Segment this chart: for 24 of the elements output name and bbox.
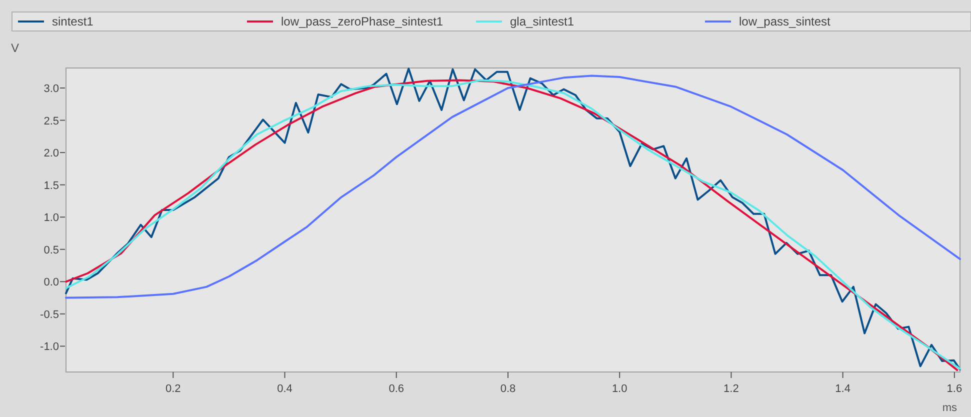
- legend-label: sintest1: [52, 14, 94, 28]
- x-tick-label: 1.2: [724, 383, 739, 395]
- x-axis-title: ms: [942, 402, 958, 414]
- y-tick-label: 3.0: [44, 83, 59, 96]
- legend-label: low_pass_sintest: [739, 14, 832, 28]
- y-axis-title: V: [11, 41, 20, 55]
- x-tick-label: 1.0: [612, 383, 628, 395]
- y-tick-label: -0.5: [40, 308, 59, 321]
- y-tick-label: 1.0: [44, 212, 59, 224]
- legend-label: gla_sintest1: [510, 14, 574, 28]
- x-tick-label: 1.4: [835, 383, 850, 395]
- y-tick-label: 1.5: [44, 180, 59, 192]
- x-tick-label: 0.4: [277, 383, 292, 395]
- y-tick-label: 2.0: [44, 148, 59, 160]
- x-tick-label: 0.2: [166, 383, 181, 395]
- y-tick-label: 0.0: [44, 276, 59, 289]
- y-tick-label: 0.5: [44, 244, 59, 256]
- y-tick-label: -1.0: [40, 341, 59, 354]
- x-tick-label: 0.8: [500, 383, 516, 395]
- x-tick-label: 1.6: [946, 383, 962, 395]
- line-series: [65, 74, 961, 299]
- legend-label: low_pass_zeroPhase_sintest1: [281, 14, 444, 28]
- y-tick-label: 2.5: [44, 115, 59, 128]
- x-tick-label: 0.6: [388, 383, 404, 395]
